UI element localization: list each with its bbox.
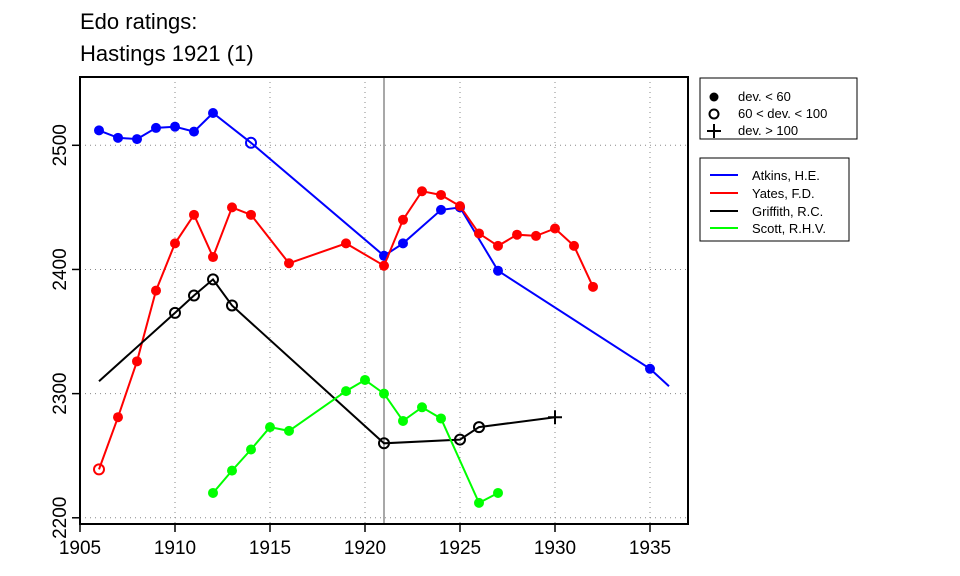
x-tick-label-1910: 1910: [154, 538, 196, 559]
data-point-1-4: [170, 238, 180, 249]
data-point-1-15: [455, 201, 465, 212]
marker-legend-box: [699, 77, 858, 140]
data-point-1-1: [113, 412, 123, 423]
data-point-2-4: [226, 299, 238, 312]
x-tick-label-1905: 1905: [59, 538, 101, 559]
legend-marker-open: [708, 108, 720, 120]
data-point-1-10: [341, 238, 351, 249]
data-point-3-10: [436, 413, 446, 424]
legend-label-griffith: Griffith, R.C.: [752, 204, 823, 219]
series-3: [208, 374, 503, 508]
data-point-1-22: [588, 281, 598, 292]
y-tick-label-2500: 2500: [50, 124, 71, 166]
x-tick-label-1920: 1920: [344, 538, 386, 559]
data-point-3-4: [284, 425, 294, 436]
data-point-1-11: [379, 260, 389, 271]
data-point-3-9: [417, 402, 427, 413]
data-point-0-12: [493, 265, 503, 276]
data-point-1-2: [132, 356, 142, 367]
legend-label-atkins: Atkins, H.E.: [752, 168, 820, 183]
plot-frame: [79, 76, 689, 525]
data-point-0-13: [645, 363, 655, 374]
data-point-1-18: [512, 229, 522, 240]
series-0: [94, 108, 670, 387]
legend-marker-label-2: 60 < dev. < 100: [738, 106, 827, 121]
data-point-0-6: [208, 108, 218, 119]
data-point-0-2: [132, 134, 142, 145]
data-point-0-5: [189, 126, 199, 137]
data-point-0-7: [245, 136, 257, 149]
x-tick-label-1925: 1925: [439, 538, 481, 559]
data-point-0-0: [94, 125, 104, 136]
x-tick-label-1935: 1935: [629, 538, 671, 559]
data-point-1-17: [493, 240, 503, 251]
data-point-1-3: [151, 285, 161, 296]
data-point-3-0: [208, 487, 218, 498]
data-point-2-7: [473, 421, 485, 434]
series-group: [93, 108, 670, 508]
data-point-0-3: [151, 122, 161, 133]
data-point-2-6: [454, 433, 466, 446]
data-point-1-19: [531, 230, 541, 241]
data-point-3-12: [493, 487, 503, 498]
data-point-0-10: [436, 204, 446, 215]
data-point-1-21: [569, 240, 579, 251]
data-point-1-5: [189, 209, 199, 220]
data-point-1-8: [246, 209, 256, 220]
data-point-1-7: [227, 202, 237, 213]
data-point-3-8: [398, 415, 408, 426]
y-tick-label-2400: 2400: [50, 248, 71, 290]
data-point-1-12: [398, 214, 408, 225]
data-point-1-9: [284, 258, 294, 269]
chart-title-line-2: Hastings 1921 (1): [80, 41, 254, 66]
chart-title-line-1: Edo ratings:: [80, 9, 197, 34]
series-legend: Atkins, H.E. Yates, F.D. Griffith, R.C. …: [699, 157, 850, 242]
legend-marker-label-1: dev. < 60: [738, 89, 791, 104]
data-point-2-2: [188, 289, 200, 302]
data-point-3-7: [379, 388, 389, 399]
legend-label-yates: Yates, F.D.: [752, 186, 815, 201]
x-tick-label-1915: 1915: [249, 538, 291, 559]
y-tick-label-2200: 2200: [50, 497, 71, 539]
data-point-3-1: [227, 465, 237, 476]
data-point-1-14: [436, 189, 446, 200]
data-point-1-6: [208, 252, 218, 263]
data-point-0-9: [398, 238, 408, 249]
data-point-1-13: [417, 186, 427, 197]
data-point-3-6: [360, 374, 370, 385]
x-tick-label-1930: 1930: [534, 538, 576, 559]
marker-legend: dev. < 60 60 < dev. < 100 dev. > 100: [699, 77, 858, 140]
legend-label-scott: Scott, R.H.V.: [752, 221, 826, 236]
series-2: [98, 273, 562, 450]
series-line-0: [98, 111, 670, 387]
data-point-0-1: [113, 132, 123, 143]
y-tick-label-2300: 2300: [50, 372, 71, 414]
legend-marker-plus: [707, 124, 721, 138]
data-point-2-8: [548, 410, 562, 425]
data-point-0-4: [170, 121, 180, 132]
data-point-3-3: [265, 422, 275, 433]
legend-marker-label-3: dev. > 100: [738, 123, 798, 138]
data-point-1-0: [93, 463, 105, 476]
data-point-1-16: [474, 228, 484, 239]
series-1: [93, 186, 598, 476]
data-point-3-11: [474, 497, 484, 508]
series-line-2: [98, 277, 556, 445]
legend-marker-filled: [709, 92, 719, 102]
data-point-2-3: [207, 273, 219, 286]
data-point-1-20: [550, 223, 560, 234]
data-point-2-1: [169, 306, 181, 319]
data-point-3-5: [341, 386, 351, 397]
axes: 1905 1910 1915 1920 1925 1930 1935 2200 2300 2400…: [50, 124, 671, 559]
data-point-2-5: [378, 437, 390, 450]
data-point-3-2: [246, 444, 256, 455]
